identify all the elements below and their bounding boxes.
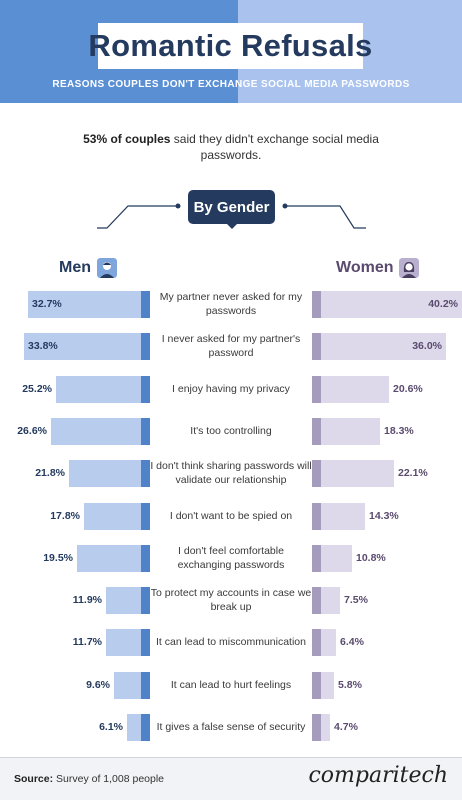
value-label-men-6: 19.5%	[43, 552, 73, 564]
bar-men-2	[56, 376, 150, 403]
value-label-men-5: 17.8%	[50, 510, 80, 522]
page-title: Romantic Refusals	[88, 28, 373, 63]
value-label-men-9: 9.6%	[86, 679, 110, 691]
bar-women-8	[312, 629, 336, 656]
bar-women-cap-1	[312, 333, 321, 360]
source-note: Source: Survey of 1,008 people	[14, 773, 164, 785]
value-label-women-5: 14.3%	[369, 510, 399, 522]
category-label-10: It gives a false sense of security	[156, 721, 306, 733]
intro-bold: 53% of couples	[83, 132, 171, 146]
value-label-women-2: 20.6%	[393, 383, 423, 395]
source-text: Survey of 1,008 people	[53, 773, 165, 785]
intro-text: 53% of couples said they didn't exchange…	[60, 131, 402, 163]
category-label-7: To protect my accounts in case we break …	[150, 587, 312, 613]
bar-men-0	[28, 291, 150, 318]
bar-men-cap-7	[141, 587, 150, 614]
value-label-women-6: 10.8%	[356, 552, 386, 564]
bar-women-3	[312, 418, 380, 445]
bar-women-cap-10	[312, 714, 321, 741]
bar-women-cap-5	[312, 503, 321, 530]
value-label-men-2: 25.2%	[22, 383, 52, 395]
bar-men-cap-0	[141, 291, 150, 318]
legend-women-label: Women	[336, 259, 394, 276]
legend-women: Women	[336, 258, 420, 278]
legend-men-label: Men	[59, 259, 91, 276]
bar-women-6	[312, 545, 352, 572]
bar-women-0	[312, 291, 462, 318]
bar-women-7	[312, 587, 340, 614]
section-label-by-gender: By Gender	[188, 190, 275, 224]
bar-men-cap-5	[141, 503, 150, 530]
bar-women-cap-0	[312, 291, 321, 318]
bar-women-10	[312, 714, 330, 741]
value-label-women-7: 7.5%	[344, 594, 368, 606]
woman-avatar-icon	[399, 258, 420, 278]
bar-men-cap-4	[141, 460, 150, 487]
value-label-men-4: 21.8%	[35, 467, 65, 479]
footer-divider	[0, 757, 462, 758]
bar-men-10	[127, 714, 150, 741]
category-label-0: My partner never asked for my passwords	[159, 291, 303, 317]
value-label-women-8: 6.4%	[340, 636, 364, 648]
category-label-4: I don't think sharing passwords will val…	[150, 460, 312, 486]
bar-women-cap-9	[312, 672, 321, 699]
bar-men-5	[84, 503, 150, 530]
value-label-men-7: 11.9%	[72, 594, 102, 606]
bar-men-cap-9	[141, 672, 150, 699]
bar-women-4	[312, 460, 394, 487]
category-label-1: I never asked for my partner's password	[161, 333, 301, 359]
page-subtitle: REASONS COUPLES DON'T EXCHANGE SOCIAL ME…	[52, 79, 410, 90]
legend-men: Men	[59, 258, 117, 278]
brand-logo: comparitech	[308, 763, 448, 788]
bar-men-6	[77, 545, 150, 572]
value-label-men-3: 26.6%	[17, 425, 47, 437]
bar-women-9	[312, 672, 334, 699]
value-label-men-8: 11.7%	[72, 636, 102, 648]
man-avatar-icon	[97, 258, 117, 278]
intro-rest: said they didn't exchange social media p…	[170, 132, 379, 162]
bar-men-3	[51, 418, 150, 445]
title-box: Romantic Refusals	[88, 23, 372, 69]
category-label-3: It's too controlling	[190, 425, 272, 437]
bar-women-cap-3	[312, 418, 321, 445]
value-label-men-1: 33.8%	[28, 340, 58, 352]
bar-women-cap-6	[312, 545, 321, 572]
value-label-women-4: 22.1%	[398, 467, 428, 479]
bar-women-cap-8	[312, 629, 321, 656]
bar-men-cap-6	[141, 545, 150, 572]
category-label-5: I don't want to be spied on	[169, 510, 293, 522]
value-label-women-1: 36.0%	[412, 340, 442, 352]
bar-men-9	[114, 672, 150, 699]
bar-women-cap-2	[312, 376, 321, 403]
bar-men-cap-8	[141, 629, 150, 656]
value-label-women-10: 4.7%	[334, 721, 358, 733]
source-label: Source:	[14, 773, 54, 785]
bar-men-4	[69, 460, 150, 487]
value-label-women-0: 40.2%	[428, 298, 458, 310]
bar-men-8	[106, 629, 150, 656]
category-label-2: I enjoy having my privacy	[172, 383, 290, 395]
bar-women-cap-7	[312, 587, 321, 614]
bar-men-cap-2	[141, 376, 150, 403]
value-label-women-9: 5.8%	[338, 679, 362, 691]
bar-men-cap-3	[141, 418, 150, 445]
bar-men-7	[106, 587, 150, 614]
section-label-pointer	[225, 222, 239, 229]
bar-women-1	[312, 333, 446, 360]
footer	[0, 758, 462, 800]
category-label-8: It can lead to miscommunication	[156, 636, 306, 648]
bar-women-2	[312, 376, 389, 403]
value-label-men-10: 6.1%	[99, 721, 123, 733]
bar-men-cap-1	[141, 333, 150, 360]
value-label-men-0: 32.7%	[32, 298, 62, 310]
category-label-9: It can lead to hurt feelings	[170, 679, 292, 691]
bar-women-cap-4	[312, 460, 321, 487]
bar-women-5	[312, 503, 365, 530]
bar-men-1	[24, 333, 150, 360]
bar-men-cap-10	[141, 714, 150, 741]
category-label-6: I don't feel comfortable exchanging pass…	[177, 545, 285, 571]
value-label-women-3: 18.3%	[384, 425, 414, 437]
